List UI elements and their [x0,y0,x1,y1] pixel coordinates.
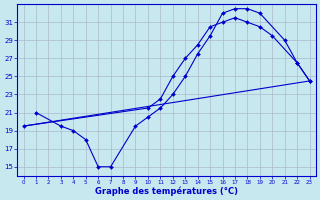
X-axis label: Graphe des températures (°C): Graphe des températures (°C) [95,186,238,196]
